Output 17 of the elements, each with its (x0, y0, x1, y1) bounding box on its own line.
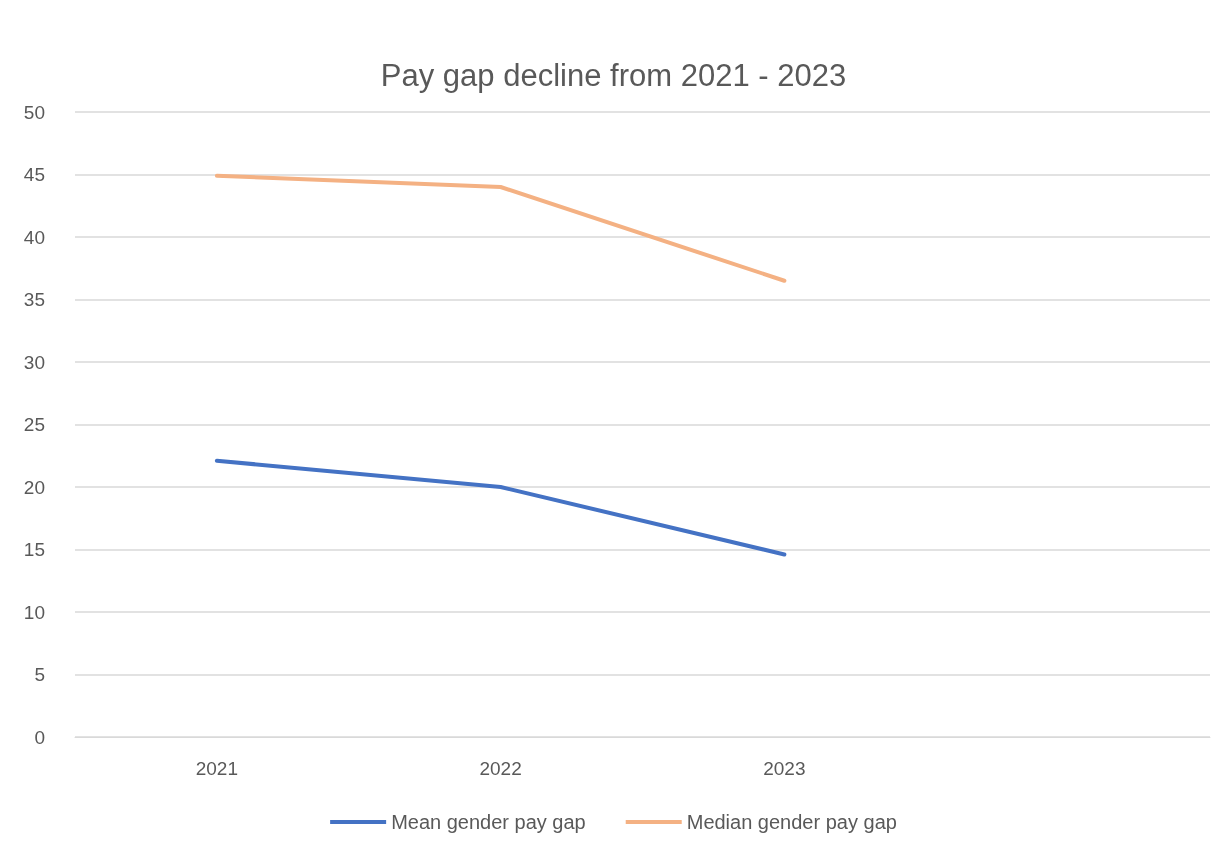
chart-title: Pay gap decline from 2021 - 2023 (380, 58, 847, 93)
y-tick-label: 0 (34, 726, 45, 748)
y-tick-label: 45 (23, 164, 45, 185)
y-tick-label: 5 (34, 664, 45, 685)
y-tick-label: 40 (23, 226, 45, 248)
x-tick-label: 2023 (763, 758, 806, 779)
legend-label: Median gender pay gap (686, 811, 897, 833)
x-tick-label: 2021 (195, 758, 239, 779)
legend-label: Mean gender pay gap (391, 811, 586, 833)
x-tick-label: 2022 (479, 758, 522, 779)
y-tick-label: 10 (23, 601, 45, 623)
y-tick-label: 15 (23, 539, 45, 560)
y-tick-label: 35 (23, 289, 45, 310)
y-tick-label: 20 (23, 476, 45, 498)
y-tick-label: 50 (23, 101, 45, 123)
y-tick-label: 25 (23, 414, 45, 435)
y-tick-label: 30 (23, 351, 45, 373)
